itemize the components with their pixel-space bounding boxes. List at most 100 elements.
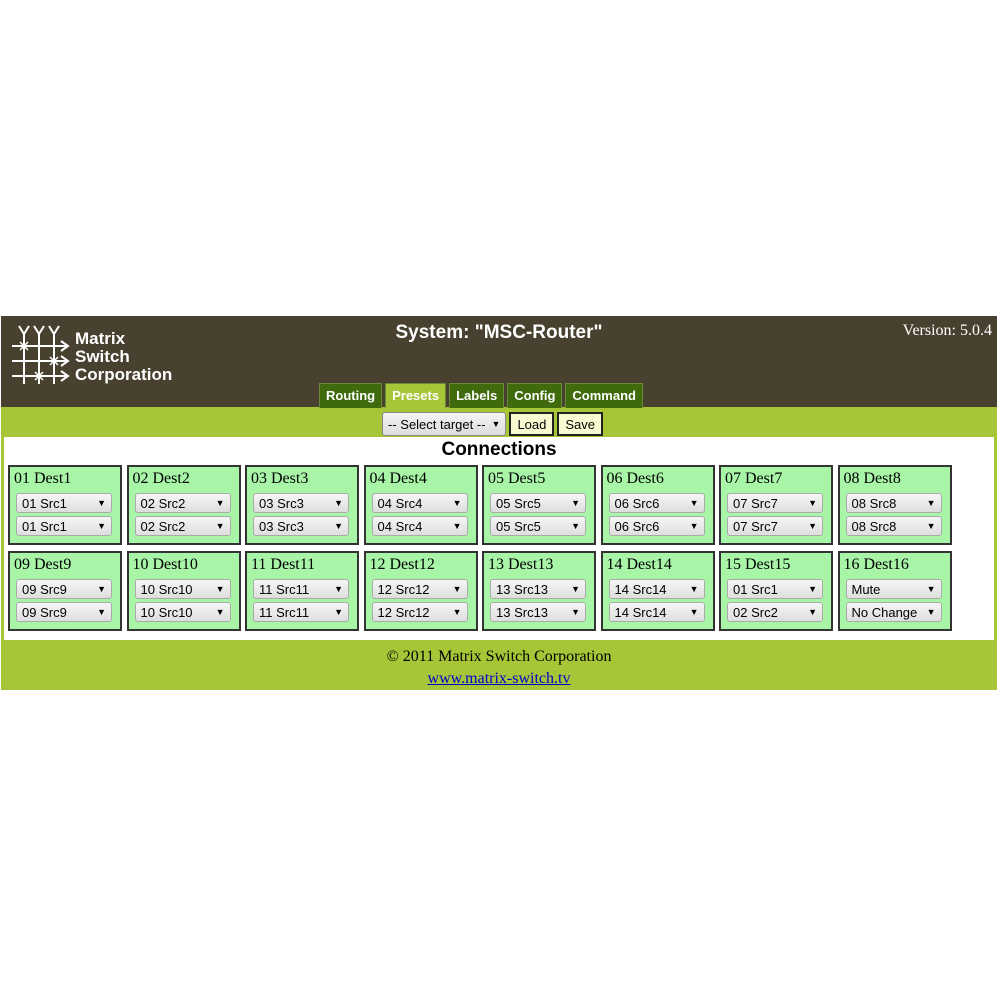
source-select[interactable]: 10 Src10 ▼ [134, 579, 231, 599]
source-select[interactable]: 04 Src4 ▼ [371, 493, 468, 513]
destination-name: 13 Dest13 [488, 556, 554, 573]
source-select[interactable]: 12 Src12 ▼ [371, 579, 468, 599]
target-select[interactable]: -- Select target -- ▼ [382, 412, 507, 436]
source-select[interactable]: 02 Src2 ▼ [727, 602, 823, 622]
destination-name: 10 Dest10 [132, 556, 198, 573]
chevron-down-icon: ▼ [926, 607, 936, 617]
chevron-down-icon: ▼ [334, 521, 343, 531]
source-select-value: 02 Src2 [733, 604, 778, 620]
target-select-value: -- Select target -- [388, 416, 486, 432]
system-title: System: "MSC-Router" [395, 322, 603, 343]
source-select-value: 08 Src8 [851, 518, 897, 534]
tab-routing[interactable]: Routing [319, 383, 383, 408]
source-select[interactable]: Mute ▼ [845, 579, 942, 599]
source-select-value: 10 Src10 [140, 581, 193, 597]
destination-name: 12 Dest12 [369, 556, 435, 573]
source-select[interactable]: 08 Src8 ▼ [845, 493, 942, 513]
source-select[interactable]: 01 Src1 ▼ [16, 493, 112, 513]
source-select-value: 14 Src14 [614, 604, 667, 620]
chevron-down-icon: ▼ [334, 607, 343, 617]
chevron-down-icon: ▼ [97, 521, 106, 531]
chevron-down-icon: ▼ [808, 521, 817, 531]
destination-cell: 15 Dest15 01 Src1 ▼ 02 Src2 ▼ [719, 551, 833, 631]
source-select[interactable]: 02 Src2 ▼ [134, 493, 231, 513]
destination-name: 08 Dest8 [843, 470, 901, 487]
source-select[interactable]: 03 Src3 ▼ [253, 493, 349, 513]
source-select[interactable]: 07 Src7 ▼ [727, 493, 823, 513]
source-select[interactable]: 01 Src1 ▼ [16, 516, 112, 536]
destination-name: 14 Dest14 [606, 556, 672, 573]
header: Matrix Switch Corporation System: "MSC-R… [1, 316, 997, 408]
source-select-value: 09 Src9 [22, 604, 67, 620]
destination-cell: 16 Dest16 Mute ▼ No Change ▼ [837, 551, 952, 631]
logo-line: Switch [75, 347, 130, 366]
destination-name: 09 Dest9 [14, 556, 72, 573]
destination-name: 04 Dest4 [369, 470, 427, 487]
source-select[interactable]: 07 Src7 ▼ [727, 516, 823, 536]
source-select-value: No Change [851, 604, 918, 620]
chevron-down-icon: ▼ [689, 607, 699, 617]
source-select-value: 01 Src1 [22, 495, 67, 511]
source-select[interactable]: 10 Src10 ▼ [134, 602, 231, 622]
source-select[interactable]: 13 Src13 ▼ [490, 579, 586, 599]
source-select[interactable]: 13 Src13 ▼ [490, 602, 586, 622]
source-select-value: Mute [851, 581, 881, 597]
page-frame: Matrix Switch Corporation System: "MSC-R… [1, 316, 997, 690]
tab-labels[interactable]: Labels [449, 383, 505, 408]
source-select-value: 08 Src8 [851, 495, 897, 511]
source-select-value: 02 Src2 [140, 495, 186, 511]
logo-line: Corporation [75, 365, 173, 384]
source-select[interactable]: 04 Src4 ▼ [371, 516, 468, 536]
source-select[interactable]: 14 Src14 ▼ [608, 579, 705, 599]
source-select[interactable]: 09 Src9 ▼ [16, 579, 112, 599]
source-select[interactable]: 02 Src2 ▼ [134, 516, 231, 536]
section-title: Connections [441, 439, 557, 460]
source-select-value: 12 Src12 [377, 604, 430, 620]
source-select-value: 05 Src5 [496, 495, 541, 511]
chevron-down-icon: ▼ [808, 498, 817, 508]
destination-name: 16 Dest16 [843, 556, 909, 573]
source-select-value: 01 Src1 [22, 518, 67, 534]
source-select-value: 07 Src7 [733, 495, 778, 511]
source-select[interactable]: 03 Src3 ▼ [253, 516, 349, 536]
source-select[interactable]: 08 Src8 ▼ [845, 516, 942, 536]
source-select[interactable]: 01 Src1 ▼ [727, 579, 823, 599]
source-select-value: 12 Src12 [377, 581, 430, 597]
source-select[interactable]: 05 Src5 ▼ [490, 493, 586, 513]
chevron-down-icon: ▼ [215, 498, 225, 508]
source-select[interactable]: No Change ▼ [845, 602, 942, 622]
source-select[interactable]: 06 Src6 ▼ [608, 493, 705, 513]
source-select[interactable]: 06 Src6 ▼ [608, 516, 705, 536]
source-select[interactable]: 05 Src5 ▼ [490, 516, 586, 536]
save-button[interactable]: Save [557, 412, 604, 436]
chevron-down-icon: ▼ [452, 521, 462, 531]
nav-tabs: Routing Presets Labels Config Command [319, 383, 643, 408]
destination-cell: 02 Dest2 02 Src2 ▼ 02 Src2 ▼ [126, 465, 241, 545]
source-select[interactable]: 12 Src12 ▼ [371, 602, 468, 622]
chevron-down-icon: ▼ [215, 584, 225, 594]
source-select[interactable]: 09 Src9 ▼ [16, 602, 112, 622]
destination-cell: 03 Dest3 03 Src3 ▼ 03 Src3 ▼ [245, 465, 359, 545]
destination-cell: 07 Dest7 07 Src7 ▼ 07 Src7 ▼ [719, 465, 833, 545]
logo-text: Matrix Switch Corporation [75, 330, 172, 384]
destination-cell: 08 Dest8 08 Src8 ▼ 08 Src8 ▼ [837, 465, 952, 545]
destination-cell: 04 Dest4 04 Src4 ▼ 04 Src4 ▼ [363, 465, 478, 545]
destination-cell: 06 Dest6 06 Src6 ▼ 06 Src6 ▼ [600, 465, 715, 545]
source-select-value: 11 Src11 [259, 604, 310, 620]
load-button[interactable]: Load [509, 412, 555, 436]
destination-cell: 10 Dest10 10 Src10 ▼ 10 Src10 ▼ [126, 551, 241, 631]
source-select[interactable]: 14 Src14 ▼ [608, 602, 705, 622]
source-select-value: 07 Src7 [733, 518, 778, 534]
footer: © 2011 Matrix Switch Corporation www.mat… [1, 646, 997, 690]
destination-name: 06 Dest6 [606, 470, 664, 487]
chevron-down-icon: ▼ [215, 521, 225, 531]
tab-presets[interactable]: Presets [385, 383, 447, 408]
tab-command[interactable]: Command [565, 383, 643, 408]
destination-name: 02 Dest2 [132, 470, 190, 487]
source-select[interactable]: 11 Src11 ▼ [253, 602, 349, 622]
source-select-value: 04 Src4 [377, 518, 423, 534]
source-select[interactable]: 11 Src11 ▼ [253, 579, 349, 599]
website-link[interactable]: www.matrix-switch.tv [427, 670, 571, 687]
tab-config[interactable]: Config [507, 383, 563, 408]
source-select-value: 13 Src13 [496, 581, 549, 597]
